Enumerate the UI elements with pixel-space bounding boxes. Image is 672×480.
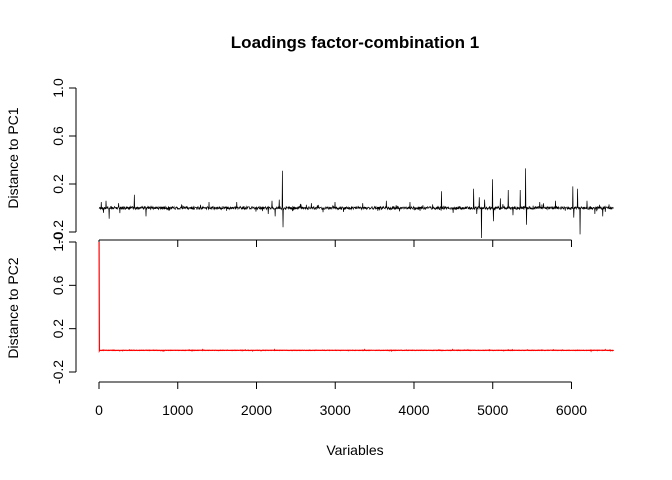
pc1-y-tick-label: 0.6 (50, 126, 66, 146)
x-tick-label: 3000 (320, 402, 351, 418)
x-axis-label: Variables (326, 442, 383, 458)
pc1-y-tick-label: 1.0 (50, 78, 66, 98)
pc1-series-line (98, 168, 615, 239)
pc2-y-axis-label: Distance to PC2 (5, 257, 21, 358)
pc2-x-axis: 0 1000 2000 3000 4000 5000 6000 (95, 381, 587, 418)
x-tick-label: 6000 (556, 402, 587, 418)
pc2-series-line (98, 241, 614, 353)
pc1-y-tick-label: 0.2 (50, 174, 66, 194)
pc2-y-tick-label: 0.2 (50, 319, 66, 339)
pc1-y-tick-label: -0.2 (50, 220, 66, 244)
pc1-y-axis-label: Distance to PC1 (5, 107, 21, 208)
x-tick-label: 4000 (398, 402, 429, 418)
panel-pc2: -0.2 0.2 0.6 1.0 Distance to PC2 0 1000 2000 3… (5, 232, 614, 418)
x-tick-label: 5000 (477, 402, 508, 418)
pc2-y-axis: -0.2 0.2 0.6 1.0 (50, 232, 77, 384)
chart-title: Loadings factor-combination 1 (231, 33, 479, 52)
x-tick-label: 2000 (241, 402, 272, 418)
pc2-y-tick-label: 0.6 (50, 275, 66, 295)
pc2-y-tick-label: -0.2 (50, 360, 66, 384)
pc1-y-axis: -0.2 0.2 0.6 1.0 (50, 78, 77, 244)
panel-pc1: -0.2 0.2 0.6 1.0 Distance to PC1 (5, 78, 615, 247)
x-tick-label: 0 (95, 402, 103, 418)
pc2-y-tick-label: 1.0 (50, 232, 66, 252)
x-tick-label: 1000 (162, 402, 193, 418)
pc1-x-axis (98, 239, 572, 247)
